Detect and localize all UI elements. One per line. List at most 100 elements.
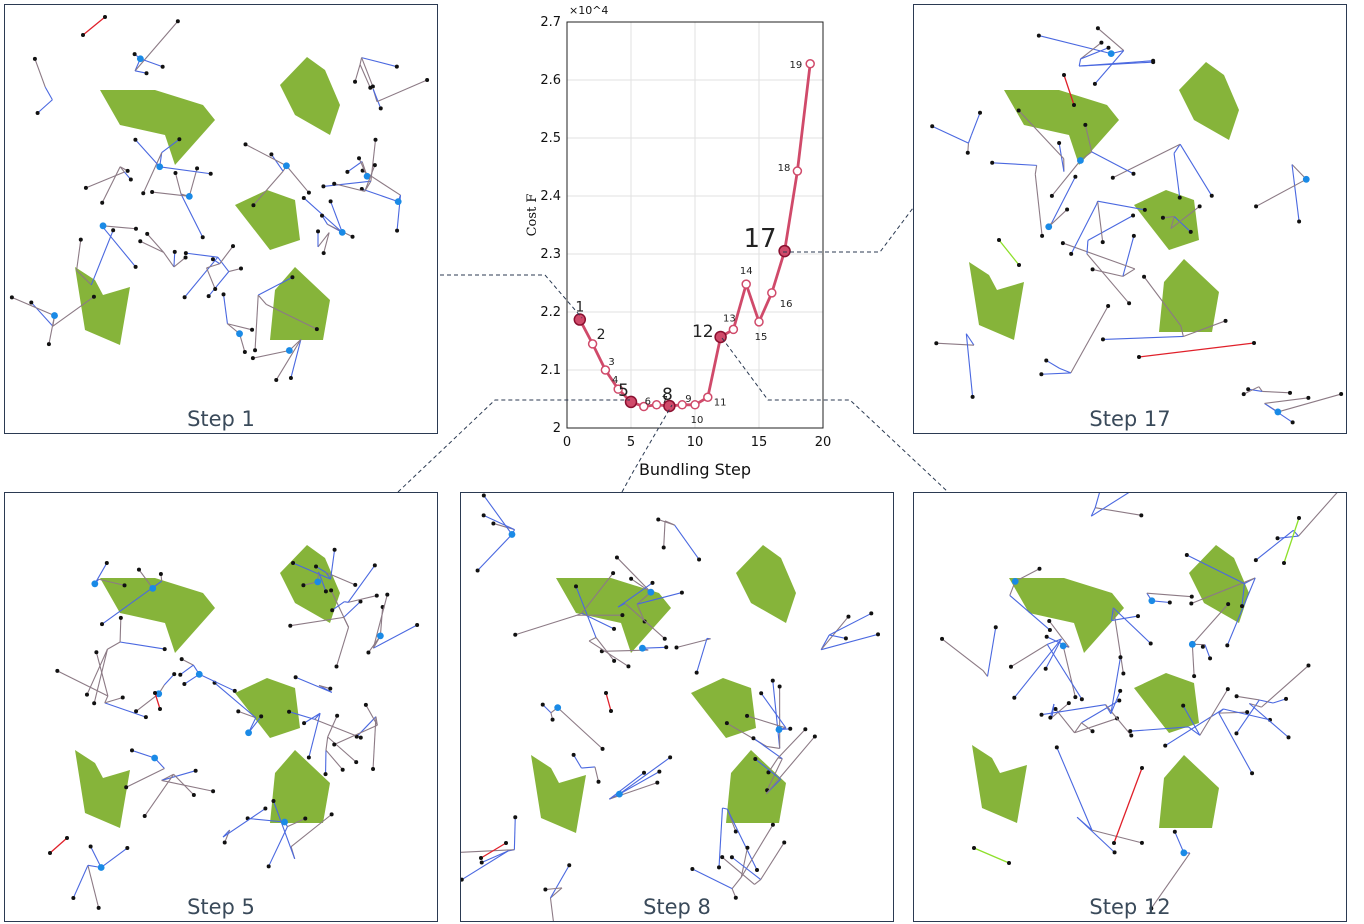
terminal-node bbox=[1189, 594, 1194, 599]
terminal-node bbox=[650, 580, 655, 585]
network-edge bbox=[163, 673, 175, 686]
network-edge bbox=[1091, 151, 1134, 175]
terminal-node bbox=[1047, 618, 1052, 623]
terminal-node bbox=[475, 568, 480, 573]
network-edge bbox=[1010, 643, 1048, 668]
terminal-node bbox=[1149, 906, 1154, 911]
network-edge bbox=[740, 847, 748, 878]
network-edge bbox=[44, 86, 53, 101]
network-edge bbox=[1038, 35, 1112, 55]
terminal-node bbox=[1250, 771, 1255, 776]
terminal-node bbox=[1047, 628, 1052, 633]
terminal-node bbox=[656, 517, 661, 522]
terminal-node bbox=[103, 15, 107, 19]
terminal-node bbox=[236, 709, 241, 714]
network-edge bbox=[754, 879, 762, 885]
network-edge bbox=[1255, 178, 1307, 207]
terminal-node bbox=[1053, 706, 1058, 711]
network-edge bbox=[361, 188, 399, 203]
steiner-node bbox=[149, 584, 157, 592]
x-tick-label: 15 bbox=[751, 435, 768, 450]
terminal-node bbox=[253, 348, 258, 353]
network-step-8 bbox=[461, 493, 881, 921]
terminal-node bbox=[642, 770, 647, 775]
network-edge bbox=[515, 614, 578, 636]
terminal-node bbox=[782, 840, 787, 845]
network-edge bbox=[1188, 726, 1201, 736]
obstacle-polygon bbox=[972, 745, 1027, 823]
network-edge bbox=[1051, 176, 1076, 223]
obstacle-polygon bbox=[736, 545, 796, 623]
x-tick-label: 5 bbox=[627, 435, 635, 450]
terminal-node bbox=[1131, 213, 1136, 218]
terminal-node bbox=[869, 611, 874, 616]
network-step-12 bbox=[940, 493, 1338, 911]
network-edge bbox=[161, 138, 180, 154]
terminal-node bbox=[385, 592, 390, 597]
steiner-node bbox=[236, 330, 243, 338]
network-edge bbox=[1110, 657, 1122, 714]
network-edge bbox=[754, 758, 782, 780]
terminal-node bbox=[301, 195, 306, 200]
network-edge bbox=[1291, 164, 1307, 180]
network-edge bbox=[359, 57, 363, 65]
terminal-node bbox=[1065, 207, 1070, 212]
network-edge bbox=[1259, 699, 1274, 704]
terminal-node bbox=[543, 887, 548, 892]
network-edge bbox=[308, 713, 321, 758]
terminal-node bbox=[674, 645, 679, 650]
network-edge bbox=[49, 837, 68, 854]
network-edge bbox=[1248, 703, 1289, 738]
panel-label: Step 17 bbox=[1089, 407, 1171, 431]
steiner-node bbox=[647, 588, 655, 596]
terminal-node bbox=[550, 717, 555, 722]
terminal-node bbox=[1177, 195, 1182, 200]
network-edge bbox=[372, 88, 382, 109]
network-edge bbox=[174, 172, 182, 195]
network-edge bbox=[314, 718, 361, 739]
terminal-node bbox=[1192, 674, 1197, 679]
network-edge bbox=[513, 817, 516, 850]
network-edge bbox=[986, 627, 997, 677]
point-label: 6 bbox=[645, 397, 651, 408]
network-edge bbox=[330, 549, 336, 580]
network-edge bbox=[616, 557, 652, 593]
network-edge bbox=[1092, 268, 1123, 277]
terminal-node bbox=[724, 721, 729, 726]
terminal-node bbox=[479, 860, 484, 865]
network-edge bbox=[1170, 216, 1175, 229]
terminal-node bbox=[751, 736, 756, 741]
network-edge bbox=[325, 572, 332, 580]
network-edge bbox=[1080, 42, 1102, 60]
network-edge bbox=[343, 601, 361, 618]
network-edge bbox=[1041, 704, 1106, 716]
terminal-node bbox=[357, 156, 362, 161]
terminal-node bbox=[679, 590, 684, 595]
network-edge bbox=[288, 711, 315, 720]
network-edge bbox=[760, 842, 785, 880]
terminal-node bbox=[573, 584, 578, 589]
network-edge bbox=[323, 232, 330, 254]
network-edge bbox=[973, 847, 1010, 864]
terminal-node bbox=[970, 394, 975, 399]
terminal-node bbox=[84, 692, 89, 697]
network-edge bbox=[1094, 493, 1100, 508]
terminal-node bbox=[340, 767, 345, 772]
obstacle-polygon bbox=[270, 750, 330, 823]
terminal-node bbox=[370, 84, 375, 89]
terminal-node bbox=[513, 632, 518, 637]
network-edge bbox=[1218, 712, 1253, 774]
network-edge bbox=[1249, 702, 1262, 708]
terminal-node bbox=[720, 855, 725, 860]
steiner-node bbox=[1045, 223, 1053, 231]
terminal-node bbox=[664, 645, 669, 650]
terminal-node bbox=[329, 588, 334, 593]
terminal-node bbox=[717, 865, 722, 870]
network-edge bbox=[461, 849, 515, 853]
terminal-node bbox=[1036, 33, 1041, 38]
network-edge bbox=[1094, 50, 1125, 85]
network-edge bbox=[146, 233, 165, 253]
terminal-node bbox=[513, 815, 518, 820]
obstacle-polygon bbox=[235, 678, 300, 738]
data-point bbox=[714, 330, 727, 344]
